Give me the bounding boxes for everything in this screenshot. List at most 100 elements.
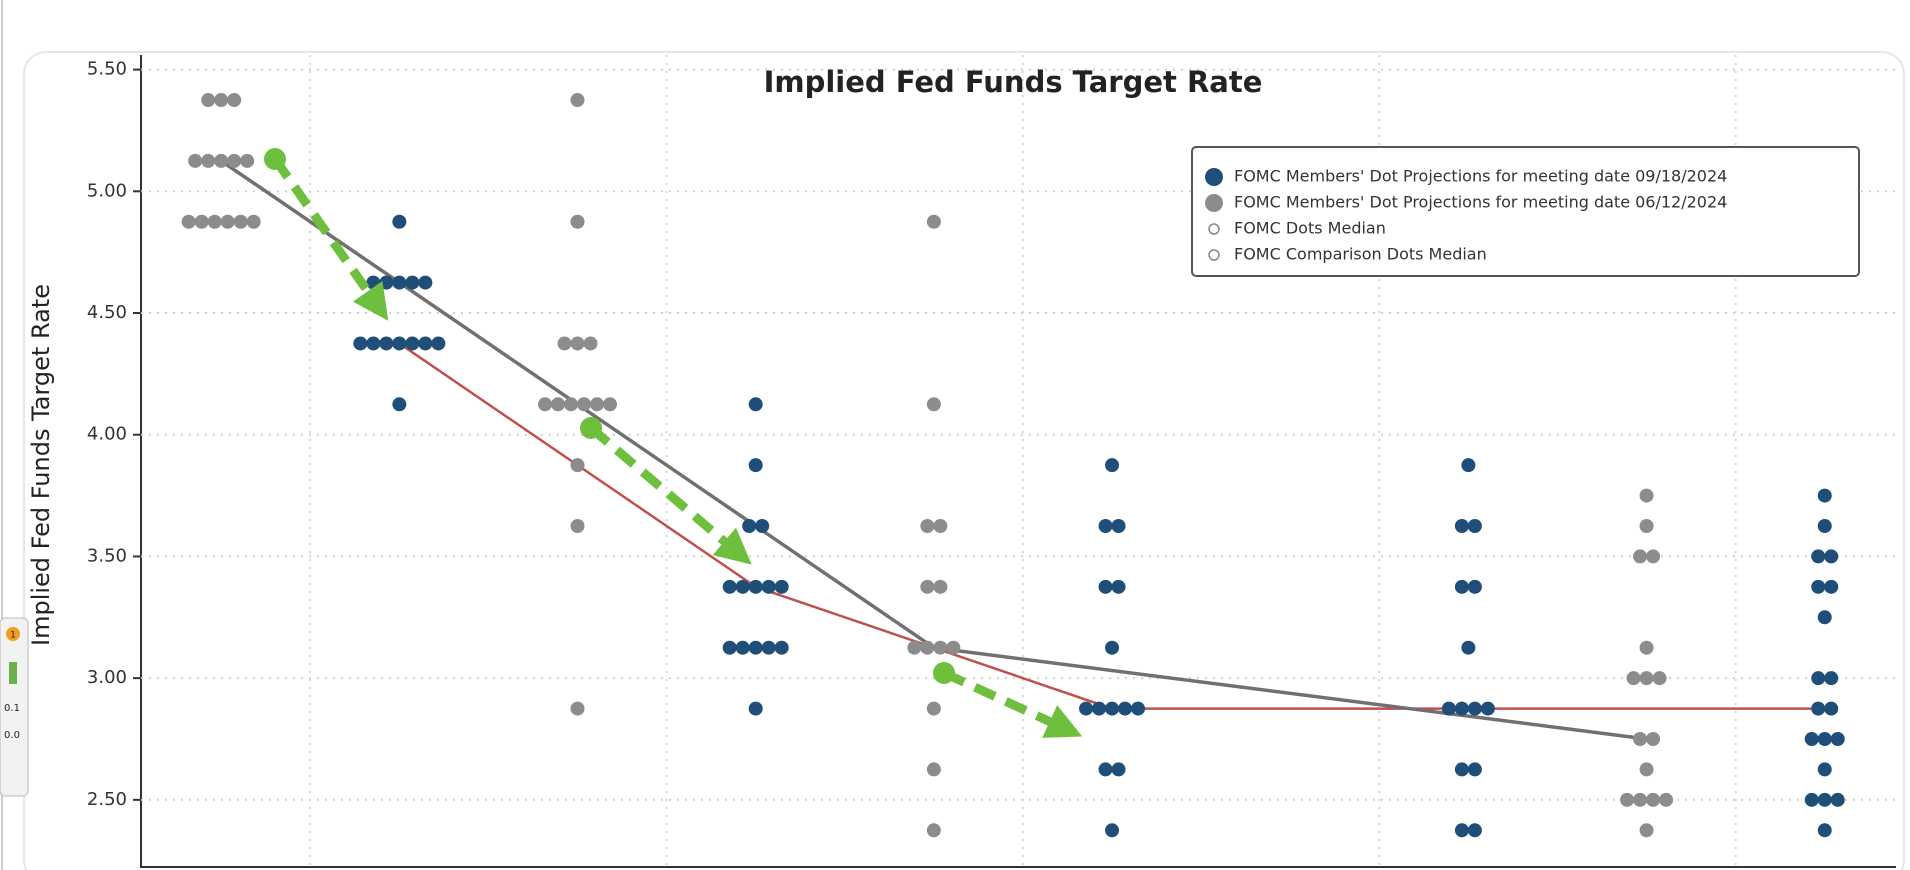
dot bbox=[1652, 671, 1667, 686]
legend-label: FOMC Members' Dot Projections for meetin… bbox=[1234, 167, 1727, 186]
dot-cluster bbox=[1811, 549, 1839, 564]
dot bbox=[1830, 792, 1845, 807]
dot bbox=[761, 640, 776, 655]
dot bbox=[392, 275, 407, 290]
meter bbox=[9, 662, 17, 684]
dot-cluster bbox=[920, 519, 948, 534]
dot bbox=[1454, 579, 1469, 594]
dot bbox=[1824, 549, 1839, 564]
y-axis-label: Implied Fed Funds Target Rate bbox=[27, 284, 55, 646]
dot bbox=[1804, 792, 1819, 807]
dot bbox=[1817, 792, 1832, 807]
dot bbox=[1646, 549, 1661, 564]
dot bbox=[227, 153, 242, 168]
dot bbox=[1804, 731, 1819, 746]
dot-cluster bbox=[926, 823, 941, 838]
dot-cluster bbox=[1098, 762, 1126, 777]
dot-cluster bbox=[1441, 701, 1495, 716]
dot bbox=[1646, 731, 1661, 746]
dot bbox=[570, 519, 585, 534]
dot-cluster bbox=[748, 458, 763, 473]
dot bbox=[1639, 640, 1654, 655]
dot bbox=[564, 397, 579, 412]
dot bbox=[926, 762, 941, 777]
dot bbox=[1633, 731, 1648, 746]
dot-cluster bbox=[1098, 519, 1126, 534]
dot bbox=[1626, 671, 1641, 686]
dot bbox=[748, 640, 763, 655]
dot-cluster bbox=[1633, 731, 1661, 746]
dot-cluster bbox=[1817, 610, 1832, 625]
dot bbox=[538, 397, 553, 412]
chart-title: Implied Fed Funds Target Rate bbox=[764, 65, 1263, 99]
dot bbox=[214, 93, 229, 108]
reading: 0.0 bbox=[4, 730, 20, 741]
dot bbox=[379, 275, 394, 290]
badge-text: 1 bbox=[10, 631, 16, 641]
dot-cluster bbox=[1817, 488, 1832, 503]
dot-cluster bbox=[1639, 823, 1654, 838]
dot bbox=[1105, 458, 1120, 473]
y-tick-label: 3.00 bbox=[87, 667, 127, 688]
dot-cluster bbox=[557, 336, 598, 351]
dot-cluster bbox=[1454, 519, 1482, 534]
dot bbox=[201, 153, 216, 168]
legend-swatch bbox=[1205, 194, 1223, 212]
dot bbox=[233, 214, 248, 229]
legend-swatch bbox=[1205, 168, 1223, 186]
dot-cluster bbox=[181, 214, 261, 229]
legend-label: FOMC Members' Dot Projections for meetin… bbox=[1234, 193, 1727, 212]
dot bbox=[1824, 701, 1839, 716]
dot bbox=[227, 93, 242, 108]
dot-cluster bbox=[1105, 640, 1120, 655]
dot bbox=[920, 640, 935, 655]
dot bbox=[1480, 701, 1495, 716]
dot bbox=[1111, 762, 1126, 777]
dot bbox=[920, 519, 935, 534]
dot bbox=[392, 214, 407, 229]
dot bbox=[1454, 762, 1469, 777]
dot-cluster bbox=[1639, 519, 1654, 534]
dot-cluster bbox=[570, 519, 585, 534]
dot bbox=[748, 397, 763, 412]
y-tick-label: 5.50 bbox=[87, 59, 127, 80]
dot-cluster bbox=[920, 579, 948, 594]
dot-cluster bbox=[1817, 762, 1832, 777]
dot-cluster bbox=[188, 153, 255, 168]
arrow bbox=[271, 156, 389, 321]
dot bbox=[755, 519, 770, 534]
dot bbox=[1467, 579, 1482, 594]
dot bbox=[933, 579, 948, 594]
y-tick-label: 3.50 bbox=[87, 545, 127, 566]
annotation-arrows bbox=[264, 148, 1083, 738]
dot bbox=[748, 458, 763, 473]
dot bbox=[1467, 701, 1482, 716]
dot-cluster bbox=[1079, 701, 1146, 716]
dot-cluster bbox=[201, 93, 242, 108]
dot-cluster bbox=[1105, 823, 1120, 838]
dot bbox=[590, 397, 605, 412]
dot bbox=[392, 397, 407, 412]
dot-cluster bbox=[1454, 823, 1482, 838]
dot bbox=[418, 275, 433, 290]
dot bbox=[405, 336, 420, 351]
dot bbox=[1830, 731, 1845, 746]
dot bbox=[926, 397, 941, 412]
dot bbox=[1092, 701, 1107, 716]
dot bbox=[1131, 701, 1146, 716]
dot-cluster bbox=[392, 214, 407, 229]
dot bbox=[742, 519, 757, 534]
dot bbox=[188, 153, 203, 168]
badge bbox=[6, 627, 20, 641]
dot bbox=[1817, 610, 1832, 625]
dot bbox=[1639, 671, 1654, 686]
dot bbox=[418, 336, 433, 351]
dot bbox=[240, 153, 255, 168]
dot bbox=[194, 214, 209, 229]
dot bbox=[1817, 762, 1832, 777]
dot bbox=[392, 336, 407, 351]
dot bbox=[220, 214, 235, 229]
dot-cluster bbox=[1804, 731, 1845, 746]
dot bbox=[926, 823, 941, 838]
dot-cluster bbox=[748, 397, 763, 412]
